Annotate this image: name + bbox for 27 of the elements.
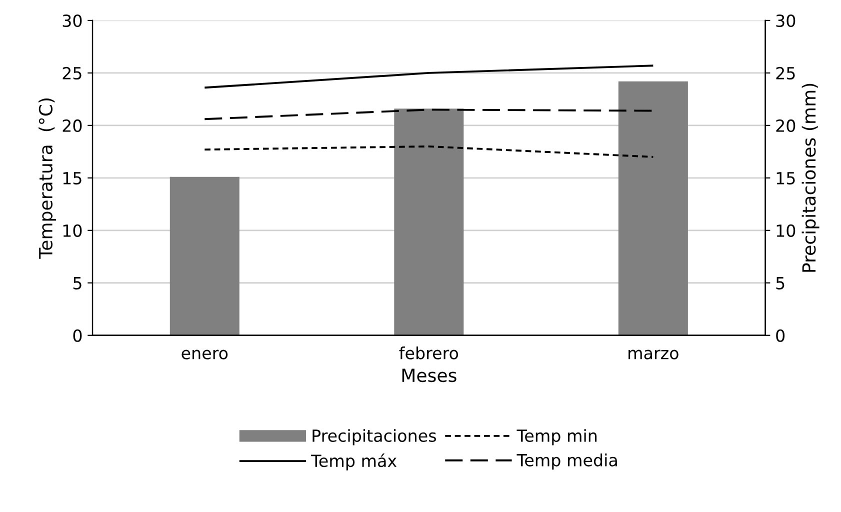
legend-label: Temp máx: [311, 454, 397, 470]
x-tick-label: enero: [182, 350, 228, 360]
y-tick-label: 5: [73, 277, 82, 290]
y-tick-label: 10: [63, 224, 82, 237]
bar: [170, 176, 240, 336]
y2-tick-label: 0: [776, 329, 785, 342]
y-tick-label: 30: [62, 14, 82, 28]
y2-tick-label: 10: [776, 224, 796, 237]
legend-label: Temp min: [516, 429, 597, 446]
y2-tick-label: 25: [776, 66, 795, 80]
bar: [394, 108, 464, 336]
x-axis-title: Meses: [402, 368, 456, 382]
y2-tick-label: 20: [776, 119, 796, 132]
legend-label: Precipitaciones: [312, 429, 436, 446]
y2-tick-label: 15: [776, 172, 795, 184]
y2-axis-title: Precipitaciones (mm): [802, 84, 820, 272]
x-tick-label: marzo: [628, 350, 678, 360]
y-tick-label: 25: [62, 66, 82, 80]
y2-tick-label: 5: [776, 277, 784, 290]
y-tick-label: 15: [63, 172, 82, 184]
x-tick-label: febrero: [399, 346, 458, 360]
y-axis-title: Temperatura (°C): [38, 98, 56, 259]
y-tick-label: 20: [62, 119, 82, 132]
y2-tick-label: 30: [776, 14, 796, 28]
bar: [618, 81, 688, 336]
y-tick-label: 0: [73, 329, 82, 342]
legend-label: Temp media: [516, 454, 617, 470]
